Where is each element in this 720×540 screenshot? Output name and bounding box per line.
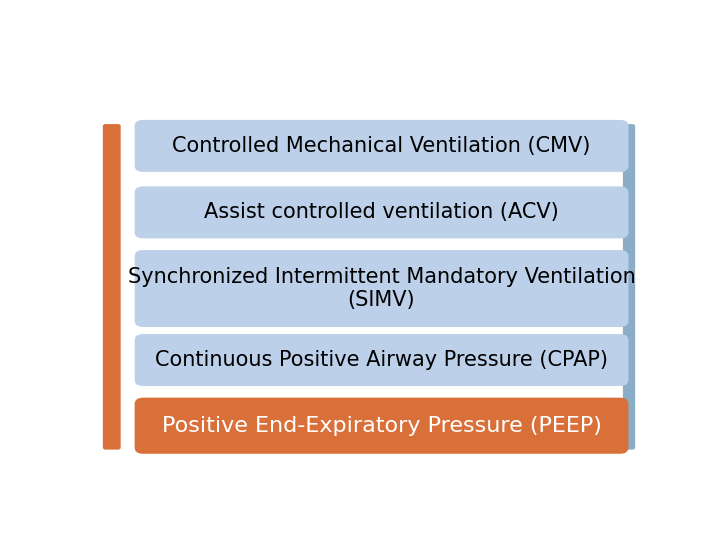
FancyBboxPatch shape xyxy=(623,124,635,450)
FancyBboxPatch shape xyxy=(135,397,629,454)
FancyBboxPatch shape xyxy=(135,250,629,327)
Text: Synchronized Intermittent Mandatory Ventilation
(SIMV): Synchronized Intermittent Mandatory Vent… xyxy=(127,267,636,310)
Text: Positive End-Expiratory Pressure (PEEP): Positive End-Expiratory Pressure (PEEP) xyxy=(161,416,601,436)
FancyBboxPatch shape xyxy=(135,120,629,172)
Text: Continuous Positive Airway Pressure (CPAP): Continuous Positive Airway Pressure (CPA… xyxy=(155,350,608,370)
FancyBboxPatch shape xyxy=(135,334,629,386)
Text: Assist controlled ventilation (ACV): Assist controlled ventilation (ACV) xyxy=(204,202,559,222)
Text: Controlled Mechanical Ventilation (CMV): Controlled Mechanical Ventilation (CMV) xyxy=(172,136,590,156)
FancyBboxPatch shape xyxy=(135,186,629,238)
FancyBboxPatch shape xyxy=(103,124,121,450)
